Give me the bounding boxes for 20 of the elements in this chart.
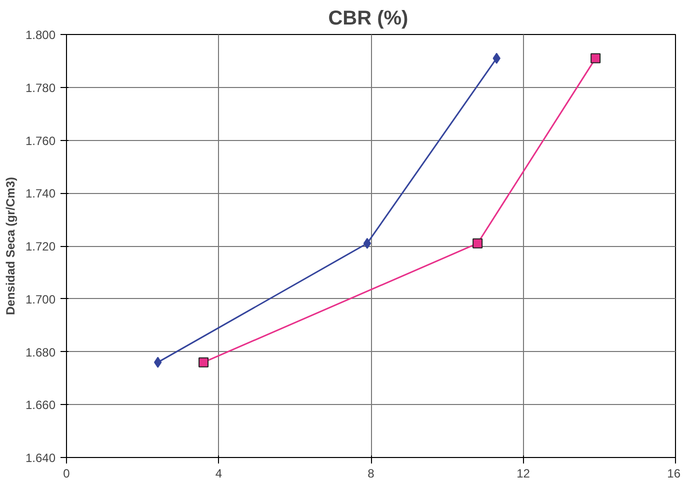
y-tick-label: 1.700	[25, 292, 56, 306]
y-tick-label: 1.740	[25, 186, 56, 201]
y-tick-label: 1.640	[25, 451, 56, 465]
point	[590, 53, 601, 64]
y-tick-label: 1.660	[25, 398, 56, 412]
point	[472, 238, 483, 248]
x-tick-label: 12	[516, 466, 530, 480]
point	[363, 238, 372, 249]
chart-title: CBR (%)	[328, 8, 408, 30]
x-tick-label: 4	[215, 466, 222, 480]
point	[198, 357, 209, 368]
y-tick-label: 1.800	[25, 28, 56, 42]
y-tick-label: 1.720	[25, 240, 56, 254]
y-tick-label: 1.780	[25, 80, 56, 95]
y-tick-label: 1.680	[25, 345, 56, 360]
x-tick-label: 0	[63, 466, 70, 480]
y-tick-label: 1.760	[25, 134, 56, 148]
y-axis-title: Densidad Seca (gr/Cm3)	[3, 176, 18, 316]
x-tick-label: 16	[667, 466, 681, 480]
x-tick-label: 8	[368, 466, 375, 480]
